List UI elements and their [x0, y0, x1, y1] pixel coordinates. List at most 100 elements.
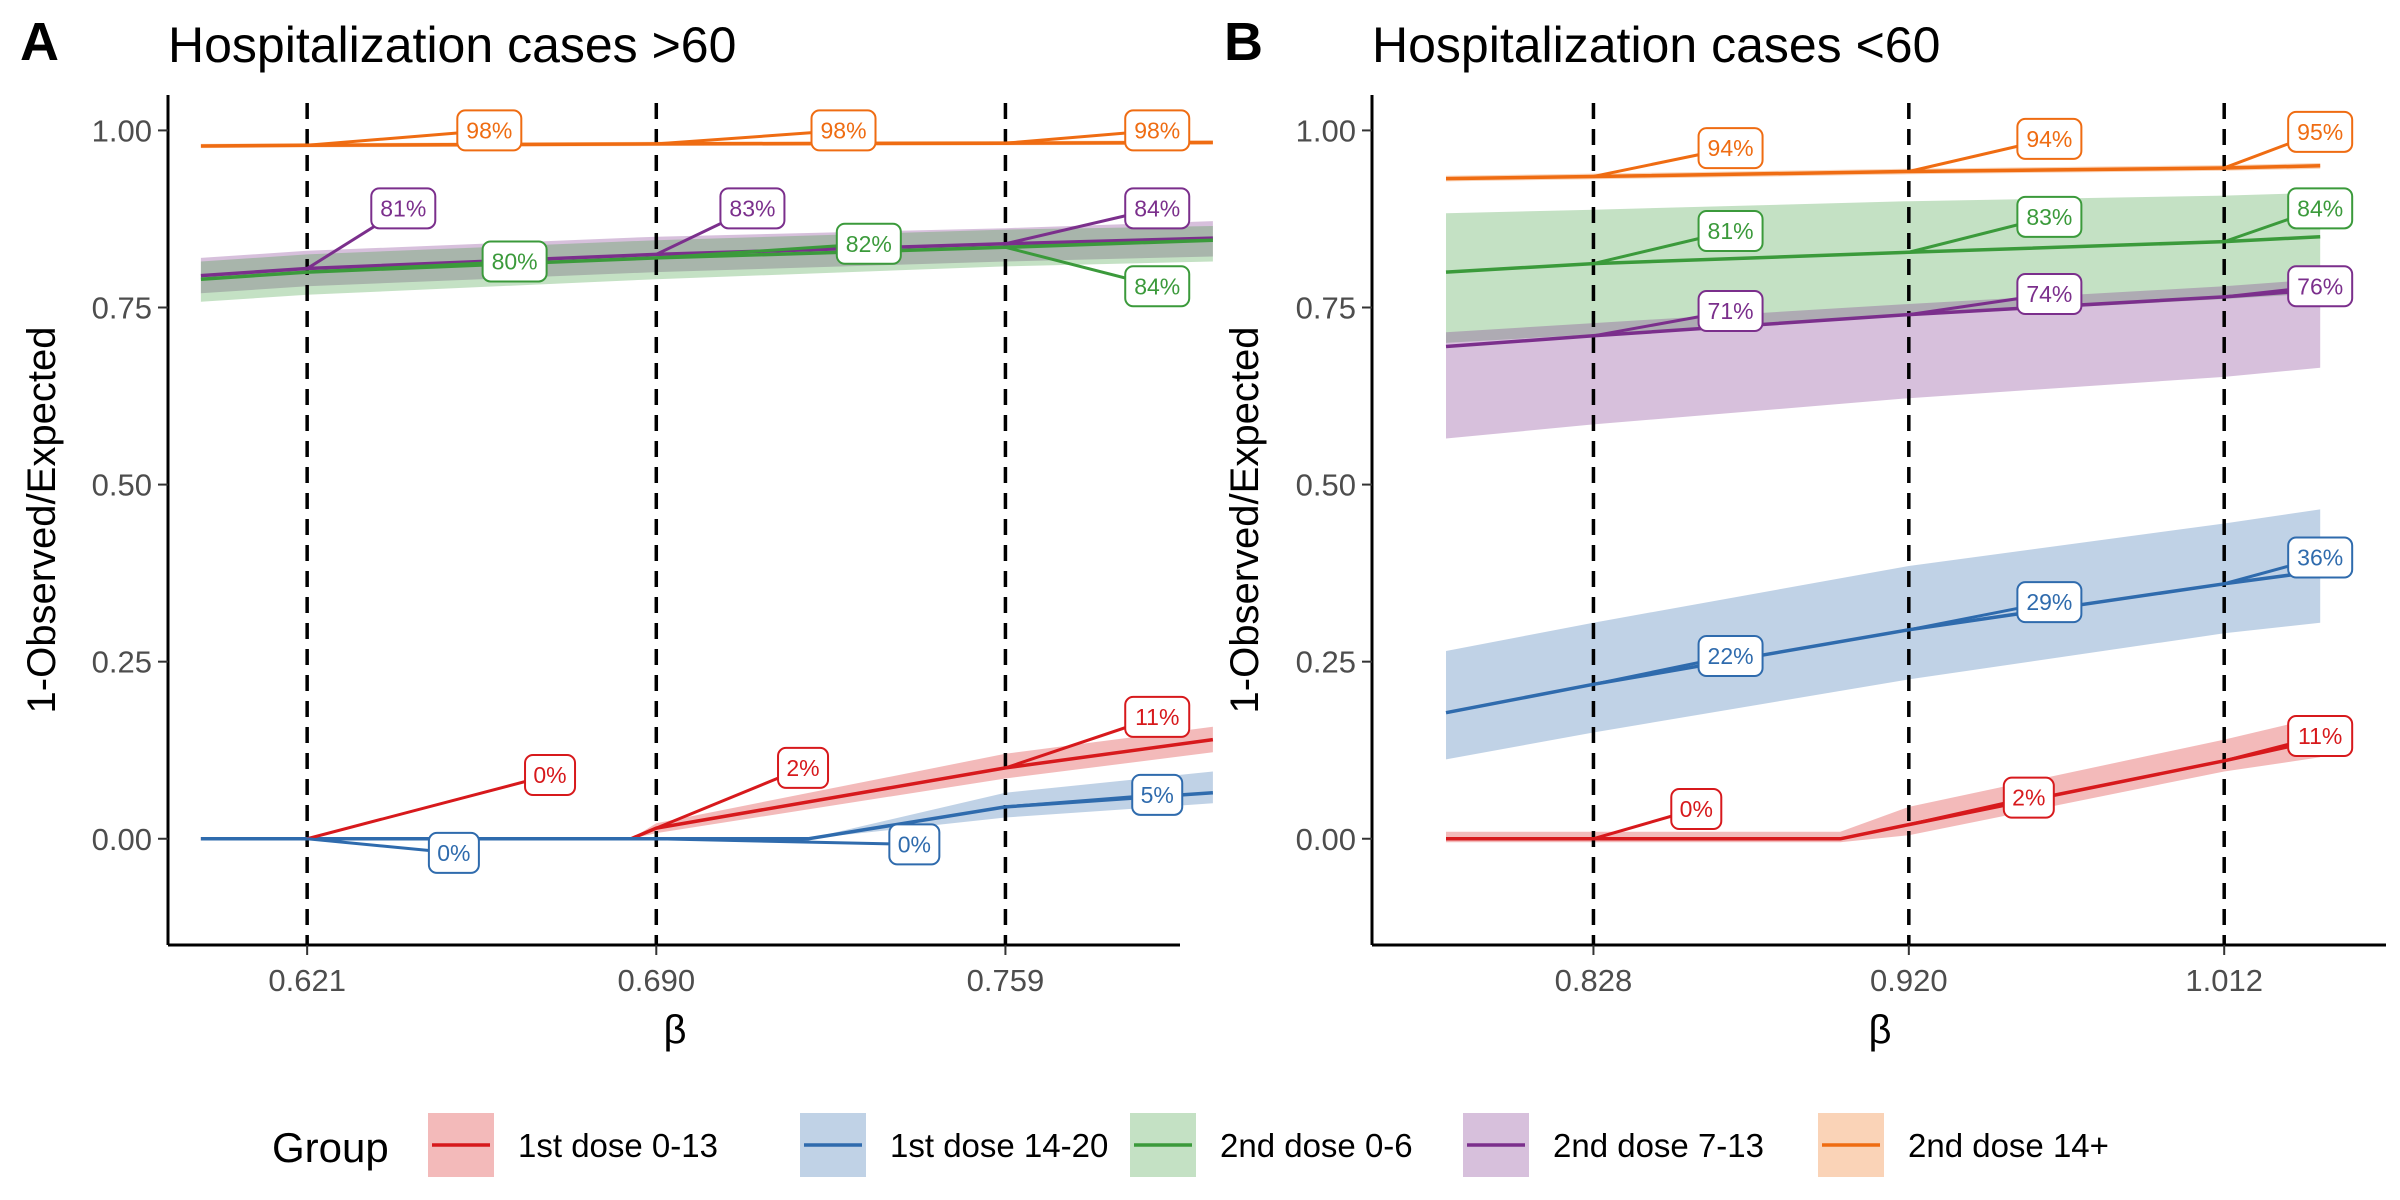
legend-label: 2nd dose 0-6 [1220, 1127, 1413, 1164]
x-tick-label: 1.012 [2185, 963, 2263, 998]
data-label-text: 84% [2297, 195, 2343, 221]
y-tick-label: 1.00 [1296, 113, 1356, 148]
data-label: 2% [2002, 776, 2055, 819]
legend-item-2nd-dose-14: 2nd dose 14+ [1818, 1113, 2109, 1177]
data-label: 83% [719, 187, 786, 230]
data-label: 0% [427, 831, 480, 874]
plot-area: 0.00 0.25 0.50 0.75 1.00 0.621 0.690 0.759 98% 98… [92, 95, 1214, 998]
data-label-box [777, 746, 830, 789]
y-tick-label: 0.75 [92, 291, 152, 326]
data-label-text: 2% [786, 755, 819, 781]
y-tick-label: 0.00 [92, 822, 152, 857]
data-label: 98% [456, 109, 523, 152]
data-label-box [1124, 187, 1191, 230]
data-label-box [2016, 195, 2083, 238]
data-label: 11% [2287, 715, 2354, 758]
data-label: 76% [2287, 265, 2354, 308]
x-axis-title: β [1868, 1008, 1891, 1052]
y-axis-title: 1-Observed/Expected [20, 327, 64, 714]
legend-label: 2nd dose 14+ [1908, 1127, 2109, 1164]
data-label-text: 11% [1135, 704, 1179, 730]
data-label: 80% [481, 240, 548, 283]
data-label-text: 11% [2298, 723, 2342, 749]
data-label-text: 82% [846, 231, 892, 257]
band-1st-dose-0-13 [1446, 716, 2321, 843]
data-label: 82% [835, 222, 902, 265]
data-label: 11% [1124, 695, 1191, 738]
data-label-text: 2% [2012, 785, 2045, 811]
plot-area: 0.00 0.25 0.50 0.75 1.00 0.828 0.920 1.012 94% 94… [1296, 95, 2386, 998]
label-leader [656, 242, 869, 260]
data-label-text: 98% [820, 117, 866, 143]
panel-letter: A [20, 12, 59, 72]
data-label-text: 0% [533, 762, 566, 788]
data-label: 84% [1124, 265, 1191, 308]
data-label-box [2287, 110, 2354, 153]
data-label: 22% [1697, 635, 1764, 677]
legend-label: 1st dose 14-20 [890, 1127, 1108, 1164]
series-line-2nd-dose-0-6 [1445, 234, 2321, 274]
data-label-box [481, 240, 548, 283]
data-label-text: 83% [729, 195, 775, 221]
data-label-box [370, 187, 437, 230]
x-tick-label: 0.920 [1870, 963, 1948, 998]
data-label: 5% [1131, 773, 1184, 816]
data-label-text: 98% [466, 117, 512, 143]
data-label-text: 84% [1134, 195, 1180, 221]
data-label-text: 83% [2026, 204, 2072, 230]
y-tick-label: 0.00 [1296, 822, 1356, 857]
panel-title: Hospitalization cases <60 [1372, 17, 1940, 73]
data-label-text: 0% [898, 831, 931, 857]
y-tick-label: 0.25 [92, 645, 152, 680]
data-label: 83% [2016, 195, 2083, 238]
legend-item-2nd-dose-7-13: 2nd dose 7-13 [1463, 1113, 1764, 1177]
x-axis-title: β [663, 1008, 686, 1052]
data-label-text: 84% [1134, 273, 1180, 299]
data-label-text: 29% [2026, 589, 2072, 615]
data-label: 29% [2016, 581, 2083, 624]
data-label-box [2002, 776, 2055, 819]
data-label: 84% [1124, 187, 1191, 230]
series-line-2nd-dose-14 [1445, 164, 2321, 181]
data-label-box [810, 109, 877, 152]
data-label-box [427, 831, 480, 874]
data-label: 98% [810, 109, 877, 152]
data-label-box [2016, 273, 2083, 316]
panel-title: Hospitalization cases >60 [168, 17, 736, 73]
data-label-text: 0% [437, 840, 470, 866]
band-2nd-dose-7-13 [1446, 279, 2321, 439]
data-label-box [1124, 109, 1191, 152]
data-label: 0% [888, 823, 941, 866]
data-label: 94% [2016, 117, 2083, 160]
data-label-box [2016, 117, 2083, 160]
x-tick-label: 0.690 [618, 963, 696, 998]
x-tick-label: 0.621 [268, 963, 346, 998]
data-label-box [1124, 695, 1191, 738]
data-label-text: 36% [2297, 545, 2343, 571]
data-label-text: 81% [1708, 218, 1754, 244]
label-leader [306, 773, 551, 841]
label-leader [656, 837, 915, 846]
data-label: 36% [2287, 536, 2354, 579]
data-label: 0% [1670, 788, 1723, 830]
data-label-box [1697, 127, 1764, 170]
data-label-text: 95% [2297, 119, 2343, 145]
data-label-box [1697, 635, 1764, 677]
legend-label: 1st dose 0-13 [518, 1127, 718, 1164]
data-label: 71% [1697, 290, 1764, 333]
data-label-text: 0% [1680, 796, 1713, 822]
data-label-box [2287, 536, 2354, 579]
data-label: 0% [524, 754, 577, 796]
y-tick-label: 1.00 [92, 113, 152, 148]
data-label-text: 71% [1708, 298, 1754, 324]
data-label-box [2287, 715, 2354, 758]
y-tick-label: 0.75 [1296, 291, 1356, 326]
data-label-text: 80% [492, 248, 538, 274]
data-label-box [1697, 290, 1764, 333]
panel-letter: B [1224, 12, 1263, 72]
panel-b: B Hospitalization cases <60 1-Observed/E… [1223, 12, 2386, 1052]
x-tick-label: 0.828 [1555, 963, 1633, 998]
data-label-box [2287, 265, 2354, 308]
data-label-box [1697, 210, 1764, 252]
